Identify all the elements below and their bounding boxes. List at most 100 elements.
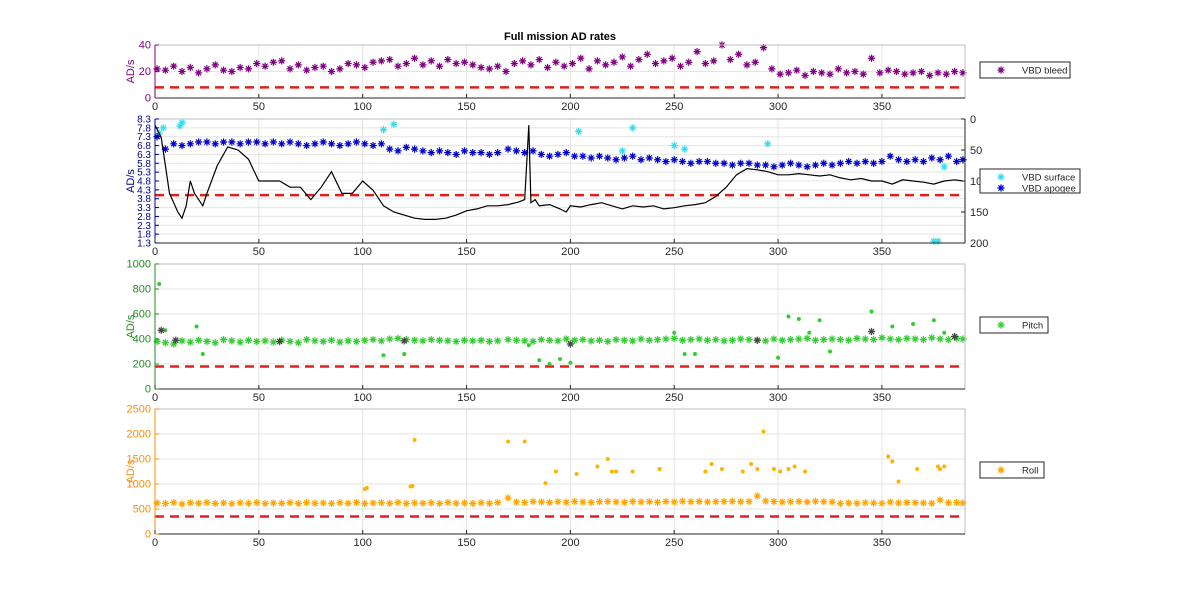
data-point — [670, 156, 678, 164]
data-point — [890, 459, 895, 464]
data-point — [253, 337, 261, 346]
data-point — [377, 57, 385, 65]
data-point — [826, 70, 834, 78]
data-point — [336, 499, 344, 507]
legend-label: Pitch — [1022, 321, 1043, 332]
data-point — [936, 496, 944, 504]
x-tick-label: 250 — [665, 537, 683, 549]
data-point — [319, 499, 327, 507]
data-point — [526, 343, 531, 348]
data-point — [761, 429, 766, 434]
data-point — [412, 438, 417, 442]
data-point — [537, 336, 545, 344]
data-point — [786, 467, 791, 471]
series-pitch-reference — [157, 326, 959, 348]
data-point — [936, 156, 944, 164]
data-point — [859, 70, 867, 78]
data-point — [269, 499, 277, 507]
data-point — [327, 336, 336, 344]
data-point — [469, 337, 477, 345]
data-point — [574, 472, 579, 476]
data-point — [942, 464, 947, 469]
data-point — [361, 140, 369, 148]
data-point — [560, 62, 568, 70]
y-tick-label: 20 — [139, 66, 151, 78]
data-point — [419, 61, 427, 69]
data-point — [377, 337, 385, 345]
x-tick-label: 150 — [457, 392, 475, 404]
data-point — [253, 498, 261, 507]
data-point — [602, 61, 610, 69]
x-tick-label: 150 — [457, 537, 475, 549]
data-point — [294, 499, 302, 508]
data-point — [668, 54, 676, 62]
data-point — [435, 336, 444, 344]
data-point — [361, 499, 369, 508]
x-tick-label: 150 — [457, 246, 475, 258]
data-point — [570, 497, 579, 506]
y-tick-label: 2.3 — [137, 221, 151, 232]
data-point — [678, 336, 687, 344]
data-point — [703, 157, 712, 166]
data-point — [878, 334, 886, 342]
data-point — [178, 141, 186, 150]
data-point — [261, 62, 269, 70]
data-point — [811, 497, 820, 505]
data-point — [419, 337, 427, 345]
y2-tick-label: 200 — [970, 238, 988, 250]
data-point — [477, 499, 485, 507]
data-point — [579, 152, 587, 160]
data-point — [587, 337, 595, 345]
data-point — [558, 357, 562, 361]
data-point — [311, 63, 319, 72]
data-point — [361, 336, 369, 344]
data-point — [494, 498, 502, 507]
data-point — [286, 65, 294, 73]
data-point — [369, 499, 377, 507]
data-point — [911, 499, 919, 507]
data-point — [803, 334, 811, 342]
data-point — [728, 161, 736, 169]
data-point — [762, 161, 770, 169]
legend-marker — [997, 173, 1005, 181]
series-vbd-bleed — [153, 41, 967, 80]
data-point — [153, 499, 161, 507]
data-point — [261, 337, 269, 345]
data-point — [219, 66, 228, 74]
legend-marker — [997, 66, 1005, 74]
data-point — [953, 498, 961, 507]
data-point — [543, 63, 552, 72]
data-point — [896, 479, 901, 484]
series-pitch-outliers — [157, 282, 947, 366]
data-point — [444, 55, 452, 64]
data-point — [579, 498, 587, 506]
data-point — [294, 61, 302, 69]
data-point — [749, 462, 754, 466]
y-tick-label: 2000 — [127, 429, 151, 441]
data-point — [352, 337, 361, 346]
legend: Pitch — [979, 316, 1049, 334]
legend-box — [979, 461, 1045, 479]
data-point — [911, 322, 916, 326]
y-tick-label: 0 — [145, 529, 151, 541]
data-point — [737, 159, 745, 167]
data-point — [759, 44, 768, 52]
data-point — [620, 154, 628, 162]
data-point — [394, 334, 402, 342]
data-point — [379, 126, 388, 134]
data-point — [796, 317, 801, 321]
data-point — [903, 157, 911, 166]
legend: VBD bleed — [979, 61, 1071, 79]
data-point — [764, 140, 772, 148]
data-point — [770, 335, 778, 343]
data-point — [890, 324, 895, 329]
x-tick-label: 350 — [873, 246, 891, 258]
data-point — [402, 499, 410, 508]
data-point — [485, 337, 493, 346]
y2-tick-label: 50 — [970, 145, 982, 157]
data-point — [153, 65, 161, 73]
legend-marker — [997, 466, 1005, 474]
data-point — [618, 53, 626, 61]
x-tick-label: 50 — [253, 246, 265, 258]
data-point — [836, 336, 844, 344]
